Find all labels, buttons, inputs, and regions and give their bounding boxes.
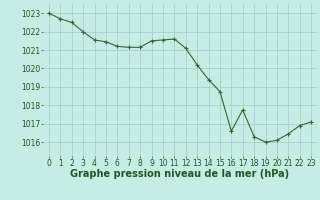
X-axis label: Graphe pression niveau de la mer (hPa): Graphe pression niveau de la mer (hPa) [70,169,290,179]
